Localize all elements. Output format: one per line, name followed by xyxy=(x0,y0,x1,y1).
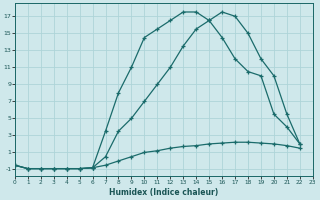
X-axis label: Humidex (Indice chaleur): Humidex (Indice chaleur) xyxy=(109,188,219,197)
